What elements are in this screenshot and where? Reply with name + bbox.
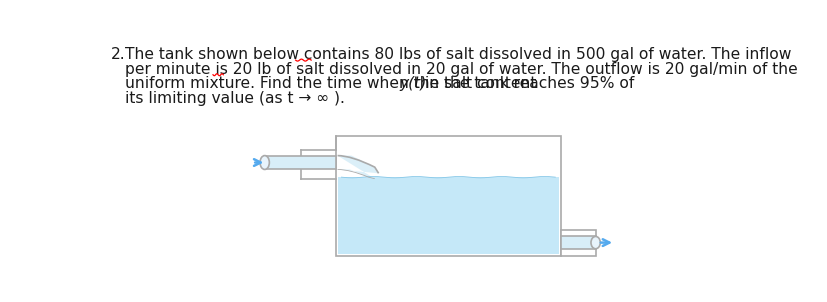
Text: its limiting value (as t → ∞ ).: its limiting value (as t → ∞ ). (125, 91, 345, 106)
Polygon shape (337, 156, 378, 179)
Text: uniform mixture. Find the time when the salt content: uniform mixture. Find the time when the … (125, 76, 541, 91)
Polygon shape (337, 177, 558, 254)
Polygon shape (560, 230, 595, 256)
Ellipse shape (260, 156, 269, 169)
Text: in the tank reaches 95% of: in the tank reaches 95% of (419, 76, 633, 91)
Polygon shape (265, 156, 336, 169)
Polygon shape (560, 236, 595, 249)
Ellipse shape (590, 236, 600, 249)
Polygon shape (336, 136, 560, 256)
Text: The tank shown below contains 80 lbs of salt dissolved in 500 gal of water. The : The tank shown below contains 80 lbs of … (125, 47, 791, 62)
Polygon shape (301, 150, 560, 179)
Text: y(t): y(t) (399, 76, 426, 91)
Text: per minute is 20 lb of salt dissolved in 20 gal of water. The outflow is 20 gal/: per minute is 20 lb of salt dissolved in… (125, 62, 797, 77)
Text: 2.: 2. (111, 47, 126, 62)
